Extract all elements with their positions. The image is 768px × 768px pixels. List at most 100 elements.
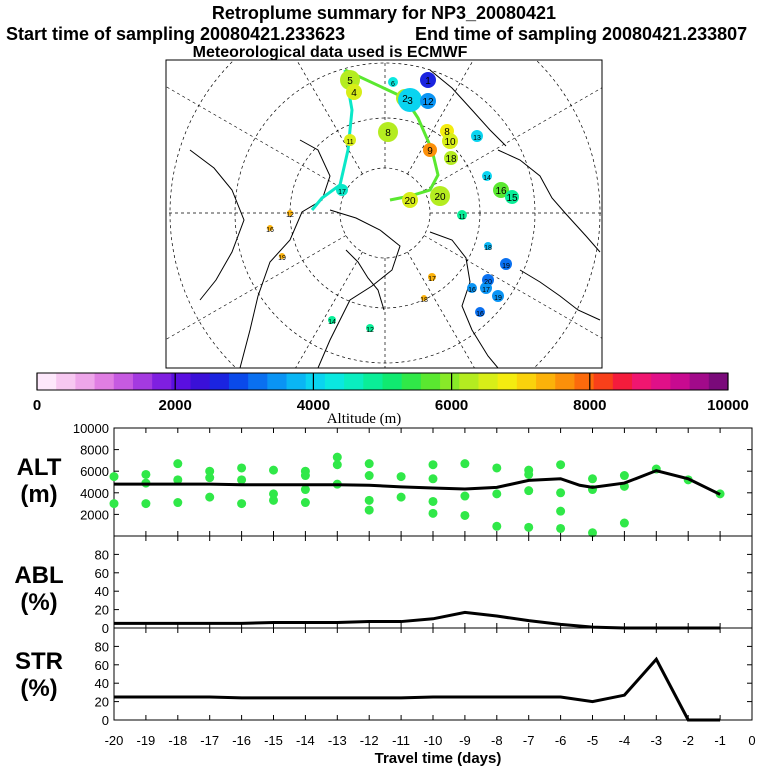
str-panel-label: STR (%) [4, 648, 74, 702]
alt-cluster-point [460, 510, 470, 520]
cluster-day-label: 17 [482, 287, 490, 294]
alt-cluster-point [300, 471, 310, 481]
colorbar-swatch [612, 373, 633, 390]
colorbar-swatch [94, 373, 115, 390]
str-y-tick-label: 80 [95, 639, 109, 654]
colorbar-swatch [190, 373, 211, 390]
colorbar-swatch [555, 373, 575, 390]
start-time: Start time of sampling 20080421.233623 [6, 24, 346, 44]
alt-cluster-point [588, 474, 597, 484]
plume-cluster-marker [480, 282, 492, 294]
colorbar-swatch [536, 373, 556, 390]
str-y-tick-label: 40 [95, 676, 109, 691]
alt-cluster-point [556, 488, 566, 498]
colorbar-swatch [248, 373, 268, 390]
alt-y-tick-label: 6000 [80, 464, 109, 479]
str-y-tick-label: 20 [95, 695, 109, 710]
alt-cluster-point [524, 522, 534, 532]
colorbar-swatch [401, 373, 422, 390]
coastline [497, 149, 601, 253]
meridian-line [166, 235, 347, 340]
cluster-day-label: 11 [458, 214, 465, 221]
alt-cluster-point [619, 471, 629, 481]
x-tick-label: -6 [555, 733, 567, 748]
str-frame [113, 627, 753, 721]
plume-cluster-marker [279, 253, 285, 259]
plume-cluster-marker [344, 134, 356, 146]
plume-cluster-marker [420, 72, 436, 88]
x-tick-label: -18 [168, 733, 187, 748]
str-y-tick-label: 60 [95, 658, 109, 673]
colorbar-swatch [152, 373, 172, 390]
cluster-day-label: 2 [402, 94, 408, 105]
colorbar-swatch [440, 373, 460, 390]
cluster-day-label: 20 [404, 196, 416, 207]
met-data: Meteorological data used is ECMWF [192, 44, 468, 61]
cluster-day-label: 14 [328, 319, 336, 326]
colorbar-swatch [651, 373, 671, 390]
colorbar-swatch [37, 373, 57, 390]
alt-cluster-point [173, 475, 183, 485]
alt-cluster-point [460, 491, 470, 501]
alt-cluster-point [460, 459, 470, 469]
alt-cluster-point [492, 489, 502, 499]
plume-cluster-marker [444, 151, 458, 165]
cluster-day-label: 20 [434, 192, 446, 203]
colorbar-tick-label: 8000 [573, 397, 606, 414]
cluster-day-label: 12 [366, 327, 374, 334]
x-tick-label: -15 [264, 733, 283, 748]
x-tick-label: -19 [137, 733, 156, 748]
plume-cluster-marker [336, 184, 348, 196]
cluster-day-label: 13 [473, 135, 481, 142]
alt-cluster-point [205, 473, 215, 483]
alt-cluster-point [428, 474, 438, 484]
cluster-day-label: 16 [476, 311, 484, 318]
alt-cluster-point [109, 472, 119, 482]
colorbar-swatch [632, 373, 652, 390]
abl-frame [113, 535, 753, 629]
x-tick-label: 0 [748, 733, 755, 748]
alt-cluster-point [556, 523, 566, 533]
cluster-day-label: 19 [502, 263, 510, 270]
colorbar-tick-label: 4000 [297, 397, 330, 414]
alt-cluster-point [524, 469, 534, 479]
colorbar-swatch [132, 373, 153, 390]
alt-cluster-point [237, 475, 247, 485]
x-tick-label: -12 [360, 733, 379, 748]
alt-cluster-point [619, 518, 629, 528]
plume-cluster-marker [267, 225, 273, 231]
cluster-day-label: 19 [278, 255, 286, 262]
x-tick-label: -4 [619, 733, 631, 748]
colorbar-swatch [286, 373, 307, 390]
alt-cluster-point [428, 496, 438, 506]
colorbar-swatch [209, 373, 230, 390]
alt-cluster-point [364, 471, 374, 481]
alt-cluster-point [332, 452, 342, 462]
cluster-day-label: 9 [427, 146, 433, 157]
alt-cluster-point [588, 528, 597, 538]
colorbar-swatch [497, 373, 518, 390]
meridian-line [166, 86, 347, 191]
colorbar-tick-label: 0 [33, 397, 41, 414]
colorbar-swatch [228, 373, 249, 390]
colorbar-swatch [171, 373, 192, 390]
trajectory-segment [310, 69, 354, 211]
colorbar-swatch [56, 373, 76, 390]
abl-y-tick-label: 20 [95, 603, 109, 618]
cluster-day-label: 10 [444, 137, 456, 148]
meridian-line [423, 87, 602, 191]
colorbar-swatch [478, 373, 499, 390]
plume-cluster-marker [484, 242, 492, 250]
alt-cluster-point [300, 498, 310, 508]
abl-panel-label: ABL (%) [4, 562, 74, 616]
plume-cluster-marker [457, 210, 467, 220]
x-tick-label: -9 [459, 733, 471, 748]
alt-cluster-point [364, 505, 374, 515]
alt-cluster-point [364, 459, 374, 469]
plume-cluster-marker [482, 171, 492, 181]
plume-cluster-marker [388, 77, 398, 87]
alt-cluster-point [109, 499, 119, 509]
coastline [519, 269, 601, 321]
abl-y-tick-label: 40 [95, 584, 109, 599]
